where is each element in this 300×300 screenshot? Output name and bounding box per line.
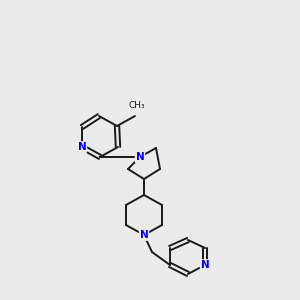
Text: CH₃: CH₃ bbox=[129, 101, 145, 110]
Text: N: N bbox=[201, 260, 209, 270]
Text: N: N bbox=[136, 152, 144, 162]
Text: N: N bbox=[78, 142, 86, 152]
Text: N: N bbox=[140, 230, 148, 240]
